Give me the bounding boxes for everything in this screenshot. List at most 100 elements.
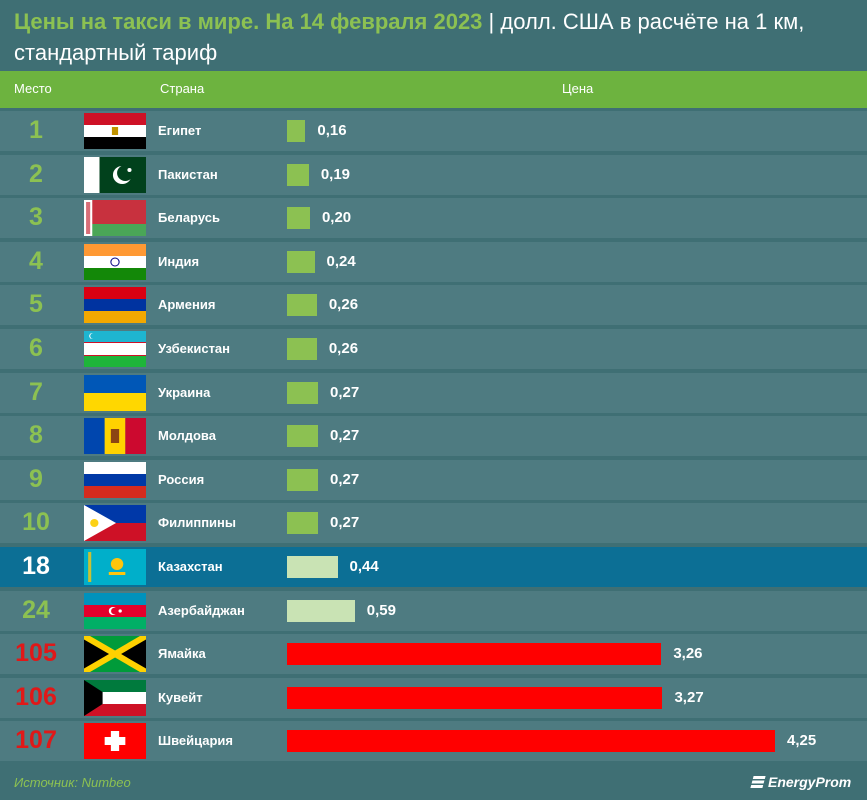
- bar: [287, 425, 318, 448]
- value-label: 0,20: [321, 209, 352, 227]
- country-label: Беларусь: [158, 210, 220, 226]
- india-flag-icon: [84, 243, 146, 280]
- egypt-flag-icon: [84, 113, 146, 149]
- russia-flag-icon: [84, 461, 146, 498]
- value-label: 0,27: [330, 470, 360, 488]
- header-price: Цена: [562, 81, 594, 96]
- country-label: Кувейт: [158, 689, 203, 705]
- table-row: 18 Казахстан 0,44: [0, 547, 867, 587]
- philippines-flag-icon: [84, 505, 146, 542]
- value-label: 0,44: [349, 558, 379, 575]
- rank-label: 105: [15, 639, 57, 668]
- bar: [287, 556, 338, 578]
- armenia-flag-icon: [84, 287, 146, 324]
- table-row: 105 Ямайка 3,26: [0, 634, 867, 675]
- bar: [287, 163, 309, 186]
- table-row: 8 Молдова 0,27: [0, 416, 867, 457]
- value-label: 4,25: [787, 732, 817, 750]
- kuwait-flag-icon: [84, 679, 146, 716]
- bar: [287, 599, 355, 622]
- bar: [287, 207, 310, 230]
- rank-label: 8: [29, 421, 43, 450]
- table-row: 6 Узбекистан 0,26: [0, 329, 867, 369]
- title-highlight: Цены на такси в мире. На 14 февраля 2023: [14, 9, 483, 34]
- rank-label: 9: [29, 464, 43, 493]
- country-label: Казахстан: [158, 559, 223, 574]
- bar: [287, 643, 662, 666]
- jamaica-flag-icon: [84, 636, 146, 673]
- table-row: 24 Азербайджан 0,59: [0, 590, 867, 631]
- country-label: Россия: [158, 471, 205, 487]
- rank-label: 106: [15, 682, 57, 711]
- belarus-flag-icon: [84, 200, 146, 237]
- rank-label: 3: [29, 203, 43, 232]
- rank-label: 18: [22, 552, 50, 580]
- bar: [287, 686, 663, 709]
- bar: [287, 381, 318, 404]
- ukraine-flag-icon: [84, 374, 146, 411]
- source-note: Источник: Numbeo: [14, 775, 131, 790]
- uzbekistan-flag-icon: [84, 331, 146, 367]
- rank-label: 2: [29, 159, 43, 188]
- rank-label: 4: [29, 246, 43, 275]
- value-label: 0,27: [330, 383, 360, 401]
- value-label: 0,24: [326, 252, 356, 270]
- bar: [287, 338, 317, 360]
- table-row: 4 Индия 0,24: [0, 241, 867, 282]
- bar: [287, 250, 315, 273]
- value-label: 0,27: [330, 427, 360, 445]
- country-label: Азербайджан: [158, 602, 245, 618]
- bar: [287, 120, 306, 142]
- country-label: Ямайка: [158, 646, 206, 662]
- title-subtitle: долл. США в расчёте на 1 км, стандартный…: [14, 9, 805, 65]
- logo-text: EnergyProm: [768, 774, 852, 790]
- header-country: Страна: [160, 81, 205, 96]
- country-label: Филиппины: [158, 515, 236, 531]
- azerbaijan-flag-icon: [84, 592, 146, 629]
- title-separator: |: [488, 9, 495, 34]
- value-label: 3,27: [674, 688, 704, 706]
- switzerland-flag-icon: [84, 723, 146, 760]
- energyprom-logo: EnergyProm: [750, 774, 852, 790]
- table-row: 106 Кувейт 3,27: [0, 677, 867, 718]
- bar: [287, 512, 318, 535]
- logo-mark-icon: [750, 776, 766, 788]
- table-header: Место Страна Цена: [0, 71, 867, 108]
- pakistan-flag-icon: [84, 156, 146, 193]
- bar: [287, 468, 318, 491]
- table-row: 5 Армения 0,26: [0, 285, 867, 326]
- bar: [287, 730, 775, 753]
- value-label: 0,26: [328, 296, 359, 314]
- table-row: 10 Филиппины 0,27: [0, 503, 867, 544]
- table-row: 107 Швейцария 4,25: [0, 721, 867, 762]
- value-label: 3,26: [673, 645, 703, 663]
- value-label: 0,16: [317, 122, 347, 139]
- rank-label: 7: [29, 377, 43, 406]
- country-label: Индия: [158, 253, 200, 269]
- chart-title: Цены на такси в мире. На 14 февраля 2023…: [14, 6, 859, 68]
- table-row: 9 Россия 0,27: [0, 459, 867, 500]
- country-label: Египет: [158, 123, 202, 138]
- table-row: 2 Пакистан 0,19: [0, 154, 867, 195]
- value-label: 0,27: [330, 514, 360, 532]
- table-row: 1 Египет 0,16: [0, 111, 867, 151]
- country-label: Украина: [158, 384, 211, 400]
- country-label: Узбекистан: [158, 341, 231, 356]
- table-row: 7 Украина 0,27: [0, 372, 867, 413]
- country-label: Пакистан: [158, 166, 218, 182]
- bar: [287, 294, 317, 317]
- rank-label: 1: [29, 116, 43, 144]
- value-label: 0,26: [328, 340, 359, 357]
- moldova-flag-icon: [84, 418, 146, 455]
- country-label: Армения: [158, 297, 216, 313]
- rank-label: 5: [29, 290, 43, 319]
- rank-label: 10: [22, 508, 50, 537]
- header-place: Место: [14, 81, 52, 96]
- rank-label: 6: [29, 334, 43, 362]
- rank-label: 107: [15, 726, 57, 755]
- value-label: 0,59: [366, 601, 396, 619]
- kazakhstan-flag-icon: [84, 549, 146, 585]
- table-row: 3 Беларусь 0,20: [0, 198, 867, 239]
- value-label: 0,19: [320, 165, 351, 183]
- country-label: Молдова: [158, 428, 216, 444]
